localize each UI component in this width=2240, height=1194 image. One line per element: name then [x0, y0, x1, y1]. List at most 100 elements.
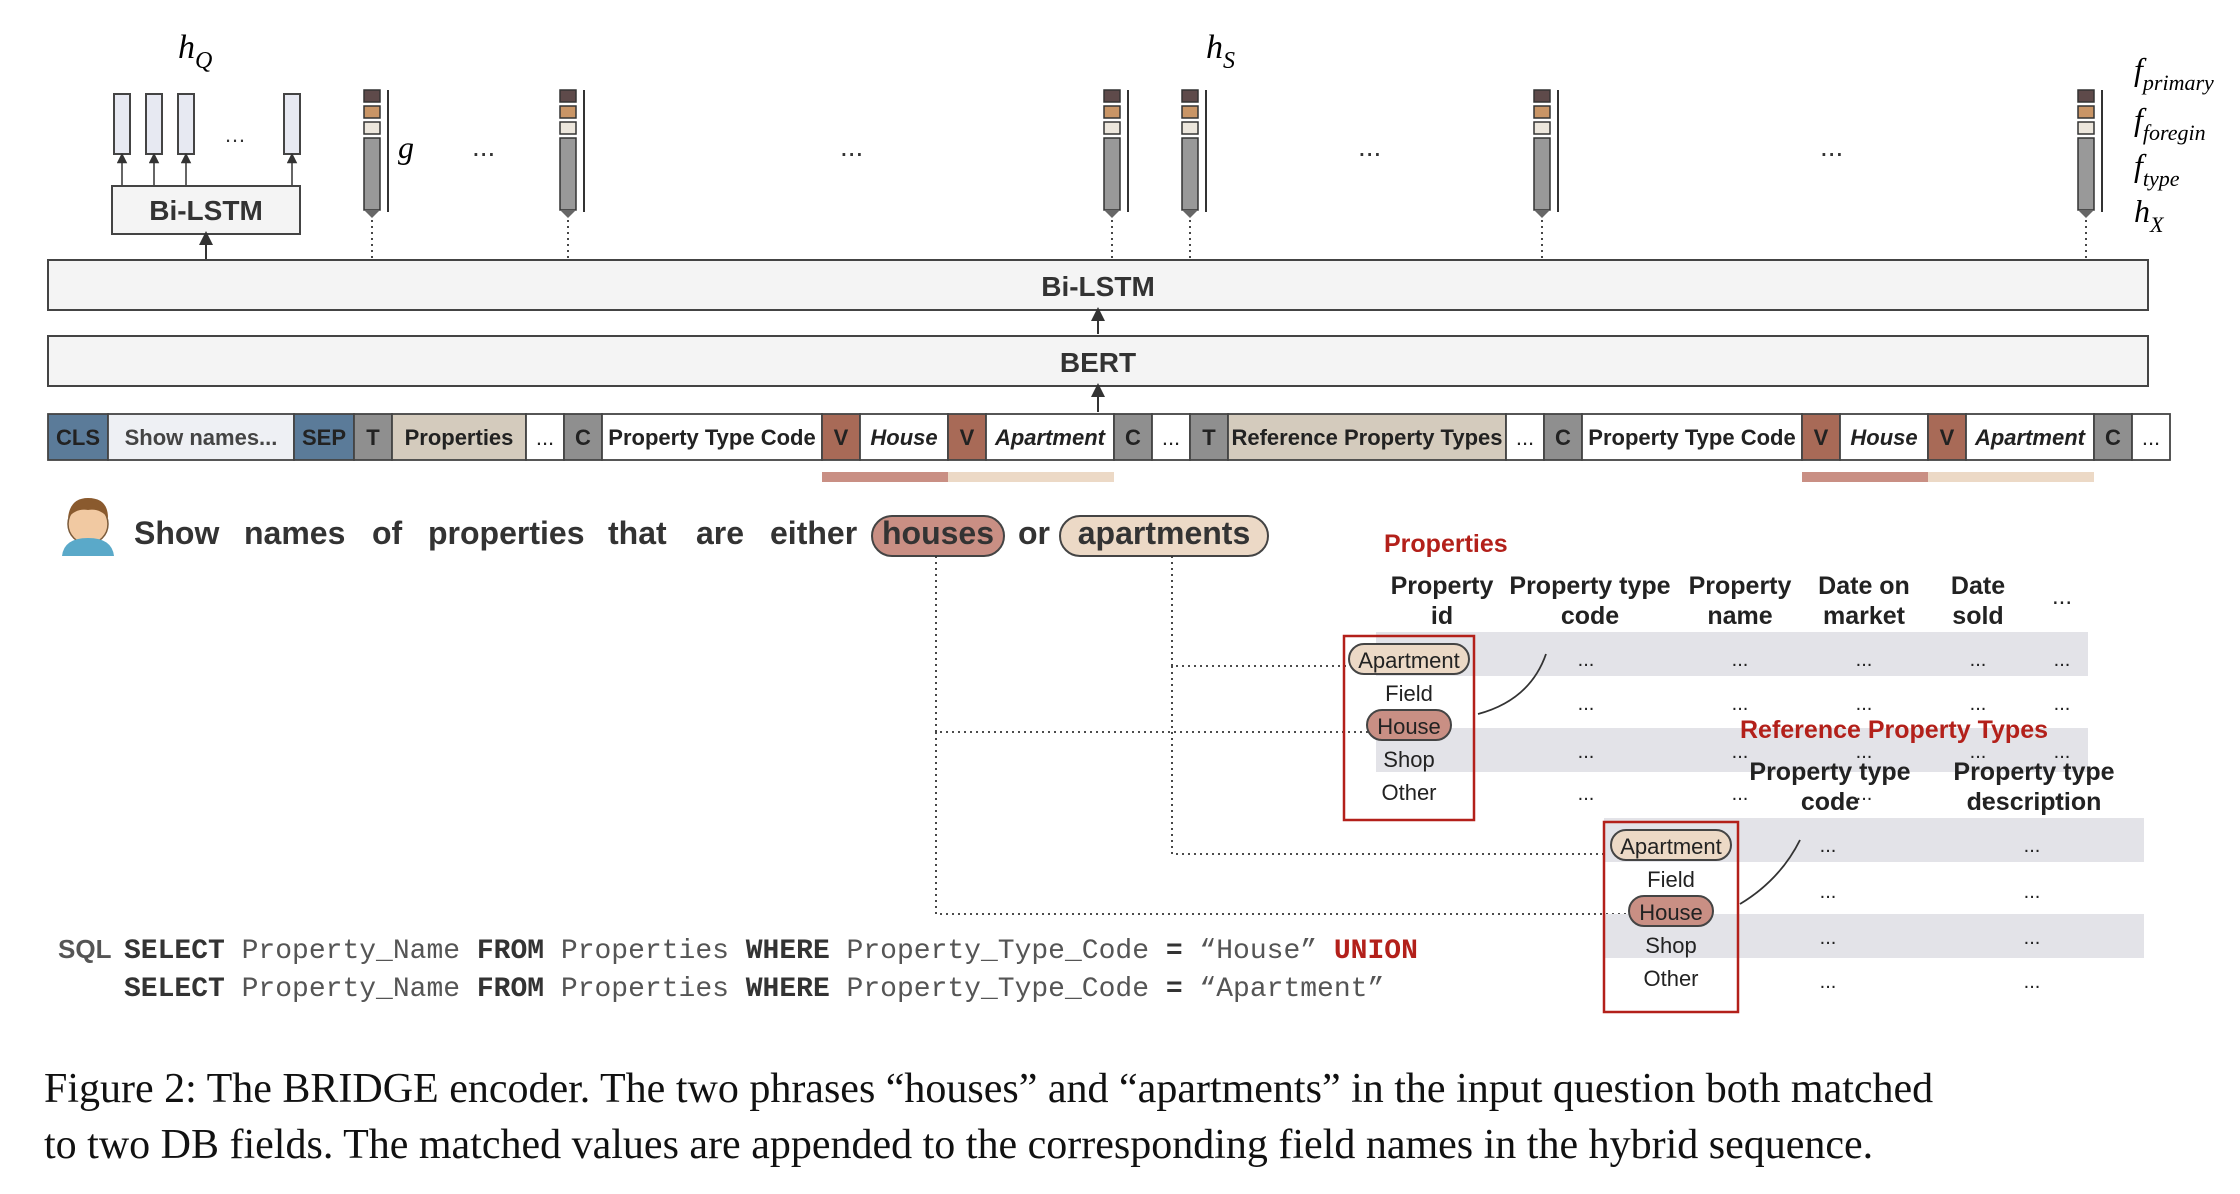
foreign-key-cell: [559, 105, 577, 119]
hidden-cell: [1533, 137, 1551, 211]
type-cell: [1533, 121, 1551, 135]
token-label: Property Type Code: [608, 425, 815, 450]
value-box: [1342, 634, 1476, 822]
table-cell: ...: [2024, 927, 2041, 949]
question-word: or: [1018, 515, 1050, 551]
question-word: either: [770, 515, 857, 551]
column-header: Property type: [1749, 758, 1910, 786]
hidden-cell: [2077, 137, 2095, 211]
token-label: T: [366, 425, 380, 450]
hidden-cell: [1181, 137, 1199, 211]
token-plain: [1505, 413, 1545, 461]
bert-layer-label: BERT: [1060, 347, 1136, 378]
table-cell: ...: [1970, 649, 1987, 671]
token-label: Show names...: [125, 425, 278, 450]
column-pointer: [1477, 653, 1547, 715]
column-header: id: [1431, 602, 1453, 630]
token-label: ...: [1162, 425, 1180, 450]
table-cell: ...: [1970, 693, 1987, 715]
match-highlight-apartments: [1059, 515, 1269, 557]
table-row-shade: [1376, 728, 2088, 772]
token-label: SEP: [302, 425, 346, 450]
ellipsis: ...: [1820, 131, 1843, 162]
sql-token: SELECT: [124, 936, 225, 967]
vector-tip: [560, 210, 576, 218]
type-cell: [1181, 121, 1199, 135]
table-cell: ...: [2054, 649, 2071, 671]
table-cell: ...: [1820, 927, 1837, 949]
feature-label: fforegin: [2134, 101, 2206, 145]
match-underline: [822, 472, 948, 482]
column-header: sold: [1952, 602, 2003, 630]
match-links: [935, 556, 1630, 915]
question-word: of: [372, 515, 403, 551]
token-label: Properties: [405, 425, 514, 450]
field-vector: [1181, 89, 1207, 260]
column-pointer: [1739, 839, 1801, 905]
feature-label: hX: [2134, 193, 2165, 237]
field-vector: [363, 89, 389, 260]
sql-token: Property_Type_Code: [830, 974, 1166, 1005]
table-cell: ...: [2024, 881, 2041, 903]
table-title: Properties: [1384, 530, 1508, 558]
table-cell: ...: [1856, 693, 1873, 715]
hidden-cell: [363, 137, 381, 211]
column-header: Property: [1391, 572, 1494, 600]
bert-layer: [47, 335, 2149, 387]
sql-token: Properties: [544, 936, 746, 967]
token-v: [1801, 413, 1841, 461]
ellipsis: ...: [472, 131, 495, 162]
token-plain: [1581, 413, 1803, 461]
token-label: V: [1814, 425, 1829, 450]
field-vector: [1533, 89, 1559, 260]
table-cell: ...: [1856, 741, 1873, 763]
foreign-key-cell: [363, 105, 381, 119]
table-cell: ...: [2054, 741, 2071, 763]
type-cell: [559, 121, 577, 135]
sql-token: UNION: [1334, 936, 1418, 967]
foreign-key-cell: [1103, 105, 1121, 119]
token-label: C: [1555, 425, 1571, 450]
type-cell: [1103, 121, 1121, 135]
primary-key-cell: [1533, 89, 1551, 103]
hidden-cell: [559, 137, 577, 211]
token-label: ...: [2142, 425, 2160, 450]
feature-label: fprimary: [2134, 51, 2214, 95]
h-q-label: hQ: [178, 29, 212, 74]
token-value: [1839, 413, 1929, 461]
ellipsis: ...: [840, 131, 863, 162]
token-label: ...: [1516, 425, 1534, 450]
cell-value: Apartment: [1358, 648, 1460, 673]
vector-tip: [1534, 210, 1550, 218]
feature-label: ftype: [2134, 147, 2180, 191]
figure-caption-line-2: to two DB fields. The matched values are…: [44, 1122, 1873, 1168]
sql-token: FROM: [477, 974, 544, 1005]
token-label: House: [1850, 425, 1917, 450]
more-columns: ...: [2052, 583, 2072, 610]
sql-token: Property_Name: [225, 936, 477, 967]
figure-caption-line-1: Figure 2: The BRIDGE encoder. The two ph…: [44, 1066, 1933, 1112]
token-label: C: [575, 425, 591, 450]
sql-token: Properties: [544, 974, 746, 1005]
sql-token: “House”: [1183, 936, 1334, 967]
primary-key-cell: [1181, 89, 1199, 103]
question-bilstm-box: [111, 185, 301, 235]
column-header: Date on: [1818, 572, 1910, 600]
cell-value: Shop: [1383, 747, 1434, 772]
question-bilstm-label: Bi-LSTM: [149, 195, 263, 226]
table-cell: ...: [1820, 971, 1837, 993]
table-cell: ...: [2054, 693, 2071, 715]
field-vector: [2077, 89, 2103, 260]
token-label: C: [1125, 425, 1141, 450]
token-label: V: [1940, 425, 1955, 450]
table-cell: ...: [1856, 783, 1873, 805]
table-cell: ...: [1732, 693, 1749, 715]
value-pill-apartment: [1348, 643, 1470, 675]
table-cell: ...: [1856, 649, 1873, 671]
table-cell: ...: [2024, 971, 2041, 993]
user-avatar: [62, 498, 114, 556]
token-label: Reference Property Types: [1231, 425, 1502, 450]
sql-token: WHERE: [746, 936, 830, 967]
